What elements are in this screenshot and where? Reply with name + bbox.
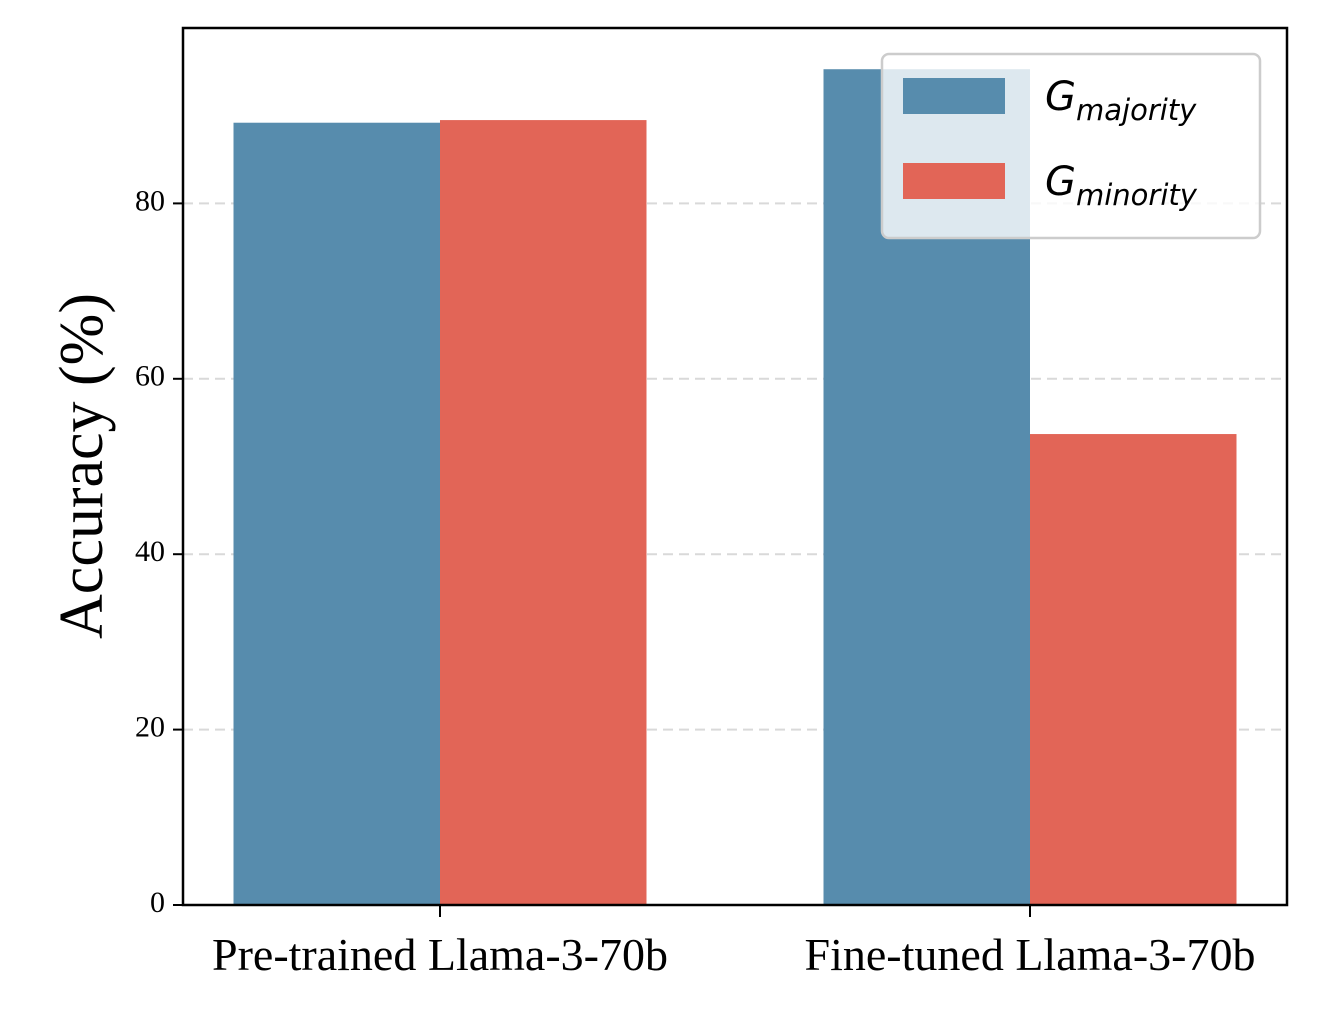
y-tick-label: 0 <box>150 886 165 919</box>
legend-swatch <box>903 163 1005 199</box>
bar-minority-pretrained <box>440 120 647 905</box>
y-tick-label: 20 <box>135 710 165 743</box>
x-tick-label: Fine-tuned Llama-3-70b <box>805 929 1256 980</box>
plot-frame <box>181 26 1289 907</box>
x-tick-label: Pre-trained Llama-3-70b <box>212 929 668 980</box>
y-axis: 0 20 40 60 80 <box>135 184 183 919</box>
y-tick-label: 80 <box>135 184 165 217</box>
bar-minority-finetuned <box>1030 434 1237 905</box>
y-tick-label: 60 <box>135 360 165 393</box>
y-tick-label: 40 <box>135 535 165 568</box>
x-axis: Pre-trained Llama-3-70b Fine-tuned Llama-… <box>212 905 1255 980</box>
y-axis-title: Accuracy (%) <box>48 293 116 639</box>
bar-majority-pretrained <box>233 122 440 905</box>
legend-label: Gmajority <box>1045 74 1197 127</box>
legend-label: Gminority <box>1045 159 1198 212</box>
legend-swatch <box>903 78 1005 114</box>
legend: Gmajority Gminority <box>880 52 1262 240</box>
